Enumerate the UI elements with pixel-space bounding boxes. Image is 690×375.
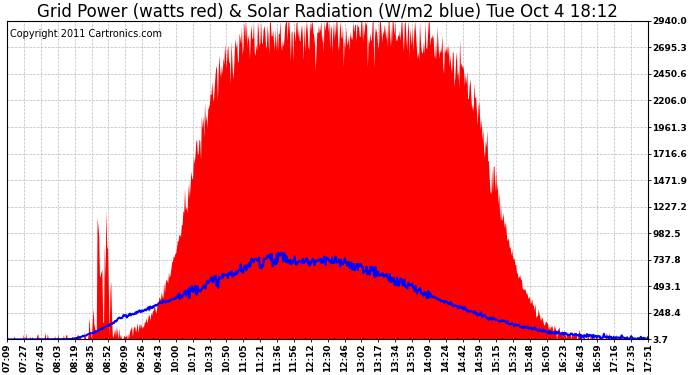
Text: Copyright 2011 Cartronics.com: Copyright 2011 Cartronics.com: [10, 29, 162, 39]
Title: Grid Power (watts red) & Solar Radiation (W/m2 blue) Tue Oct 4 18:12: Grid Power (watts red) & Solar Radiation…: [37, 3, 618, 21]
